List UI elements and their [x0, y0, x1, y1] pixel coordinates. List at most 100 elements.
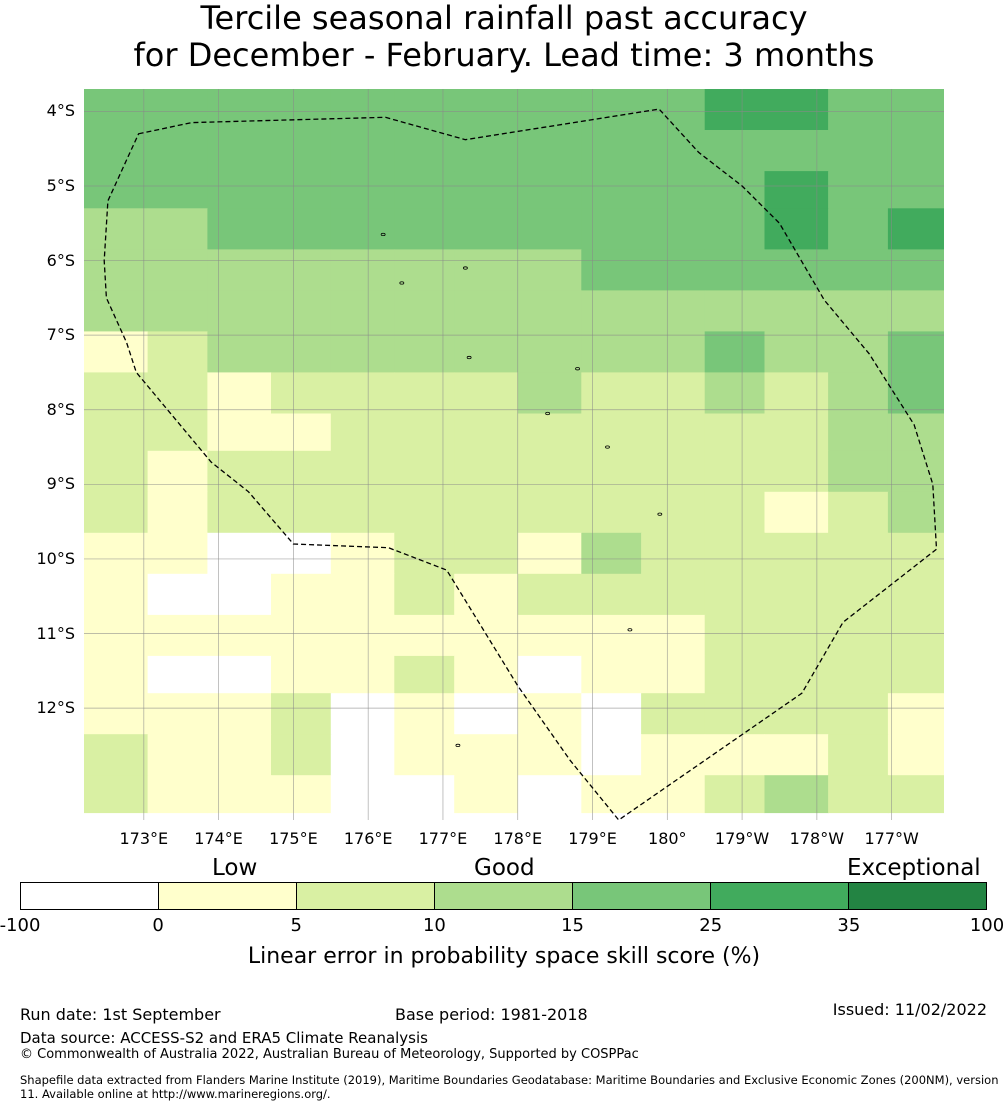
skill-cell — [147, 290, 208, 332]
colorbar-swatch — [434, 883, 572, 909]
skill-cell — [84, 693, 149, 735]
skill-cell — [641, 655, 706, 694]
skill-cell — [641, 573, 706, 616]
skill-cell — [517, 89, 582, 131]
skill-cell — [764, 372, 829, 414]
skill-cell — [828, 89, 889, 131]
skill-cell — [704, 655, 766, 694]
skill-cell — [887, 290, 944, 332]
skill-cell — [641, 208, 706, 250]
skill-cell — [271, 130, 332, 172]
skill-cell — [517, 693, 582, 735]
skill-cell — [828, 249, 889, 291]
skill-cell — [764, 532, 829, 575]
skill-cell — [84, 89, 149, 131]
skill-cell — [641, 413, 706, 452]
skill-cell — [517, 532, 582, 575]
skill-cell — [828, 413, 889, 452]
issued-date: Issued: 11/02/2022 — [832, 1000, 987, 1019]
skill-cell — [704, 331, 766, 373]
skill-cell — [704, 450, 766, 493]
skill-cell — [394, 290, 455, 332]
skill-cell — [641, 450, 706, 493]
skill-cell — [764, 693, 829, 735]
skill-cell — [641, 249, 706, 291]
longitude-label: 179°W — [714, 829, 770, 848]
skill-cell — [887, 693, 944, 735]
skill-cell — [271, 372, 332, 414]
skill-cell — [641, 171, 706, 209]
island-outline — [455, 743, 461, 748]
skill-cell — [581, 734, 642, 776]
skill-cell — [207, 655, 272, 694]
base-period: Base period: 1981-2018 — [395, 1005, 588, 1024]
skill-cell — [764, 290, 829, 332]
skill-cell — [828, 290, 889, 332]
skill-cell — [207, 491, 272, 534]
skill-cell — [330, 171, 395, 209]
skill-cell — [394, 491, 455, 534]
skill-cell — [517, 208, 582, 250]
skill-cell — [517, 249, 582, 291]
island-outline — [545, 411, 551, 416]
skill-cell — [704, 171, 766, 209]
skill-cell — [271, 573, 332, 616]
skill-cell — [207, 171, 272, 209]
skill-cell — [704, 614, 766, 657]
skill-cell — [764, 450, 829, 493]
skill-cell — [147, 130, 208, 172]
skill-cell — [581, 130, 642, 172]
skill-cell — [887, 208, 944, 250]
island-outline — [605, 445, 610, 449]
skill-cell — [330, 208, 395, 250]
skill-cell — [271, 208, 332, 250]
skill-cell — [84, 491, 149, 534]
longitude-label: 180° — [648, 829, 687, 848]
skill-cell — [704, 693, 766, 735]
colorbar-category-exceptional: Exceptional — [847, 855, 981, 881]
skill-cell — [581, 89, 642, 131]
skill-cell — [704, 130, 766, 172]
skill-cell — [764, 775, 829, 814]
skill-cell — [887, 532, 944, 575]
skill-cell — [330, 573, 395, 616]
skill-cell — [828, 208, 889, 250]
skill-cell — [517, 734, 582, 776]
skill-cell — [207, 573, 272, 616]
skill-cell — [704, 491, 766, 534]
skill-cell — [581, 491, 642, 534]
skill-cell — [581, 450, 642, 493]
skill-cell — [147, 775, 208, 814]
chart-title-line-1: Tercile seasonal rainfall past accuracy — [200, 0, 808, 37]
skill-cell — [394, 372, 455, 414]
latitude-label: 12°S — [36, 698, 75, 718]
island-outline — [627, 628, 633, 632]
data-source: Data source: ACCESS-S2 and ERA5 Climate … — [20, 1029, 428, 1047]
skill-cell — [330, 290, 395, 332]
skill-cell — [84, 573, 149, 616]
skill-cell — [84, 331, 149, 373]
colorbar-tick-label: 0 — [152, 915, 164, 936]
skill-cell — [207, 614, 272, 657]
skill-cell — [84, 208, 149, 250]
longitude-label: 174°E — [194, 829, 243, 848]
skill-cell — [581, 413, 642, 452]
skill-cell — [330, 331, 395, 373]
skill-cell — [517, 573, 582, 616]
skill-cell — [84, 655, 149, 694]
skill-cell — [147, 655, 208, 694]
skill-cell — [84, 532, 149, 575]
skill-cell — [454, 413, 519, 452]
colorbar-category-low: Low — [212, 855, 258, 881]
skill-cell — [207, 290, 272, 332]
skill-cell — [454, 655, 519, 694]
skill-cell — [764, 130, 829, 172]
skill-cell — [84, 413, 149, 452]
colorbar-tick-label: 100 — [969, 915, 1005, 936]
skill-cell — [887, 450, 944, 493]
skill-cell — [454, 331, 519, 373]
skill-cell — [207, 372, 272, 414]
skill-cell — [764, 734, 829, 776]
latitude-label: 9°S — [46, 474, 75, 494]
skill-cell — [517, 450, 582, 493]
